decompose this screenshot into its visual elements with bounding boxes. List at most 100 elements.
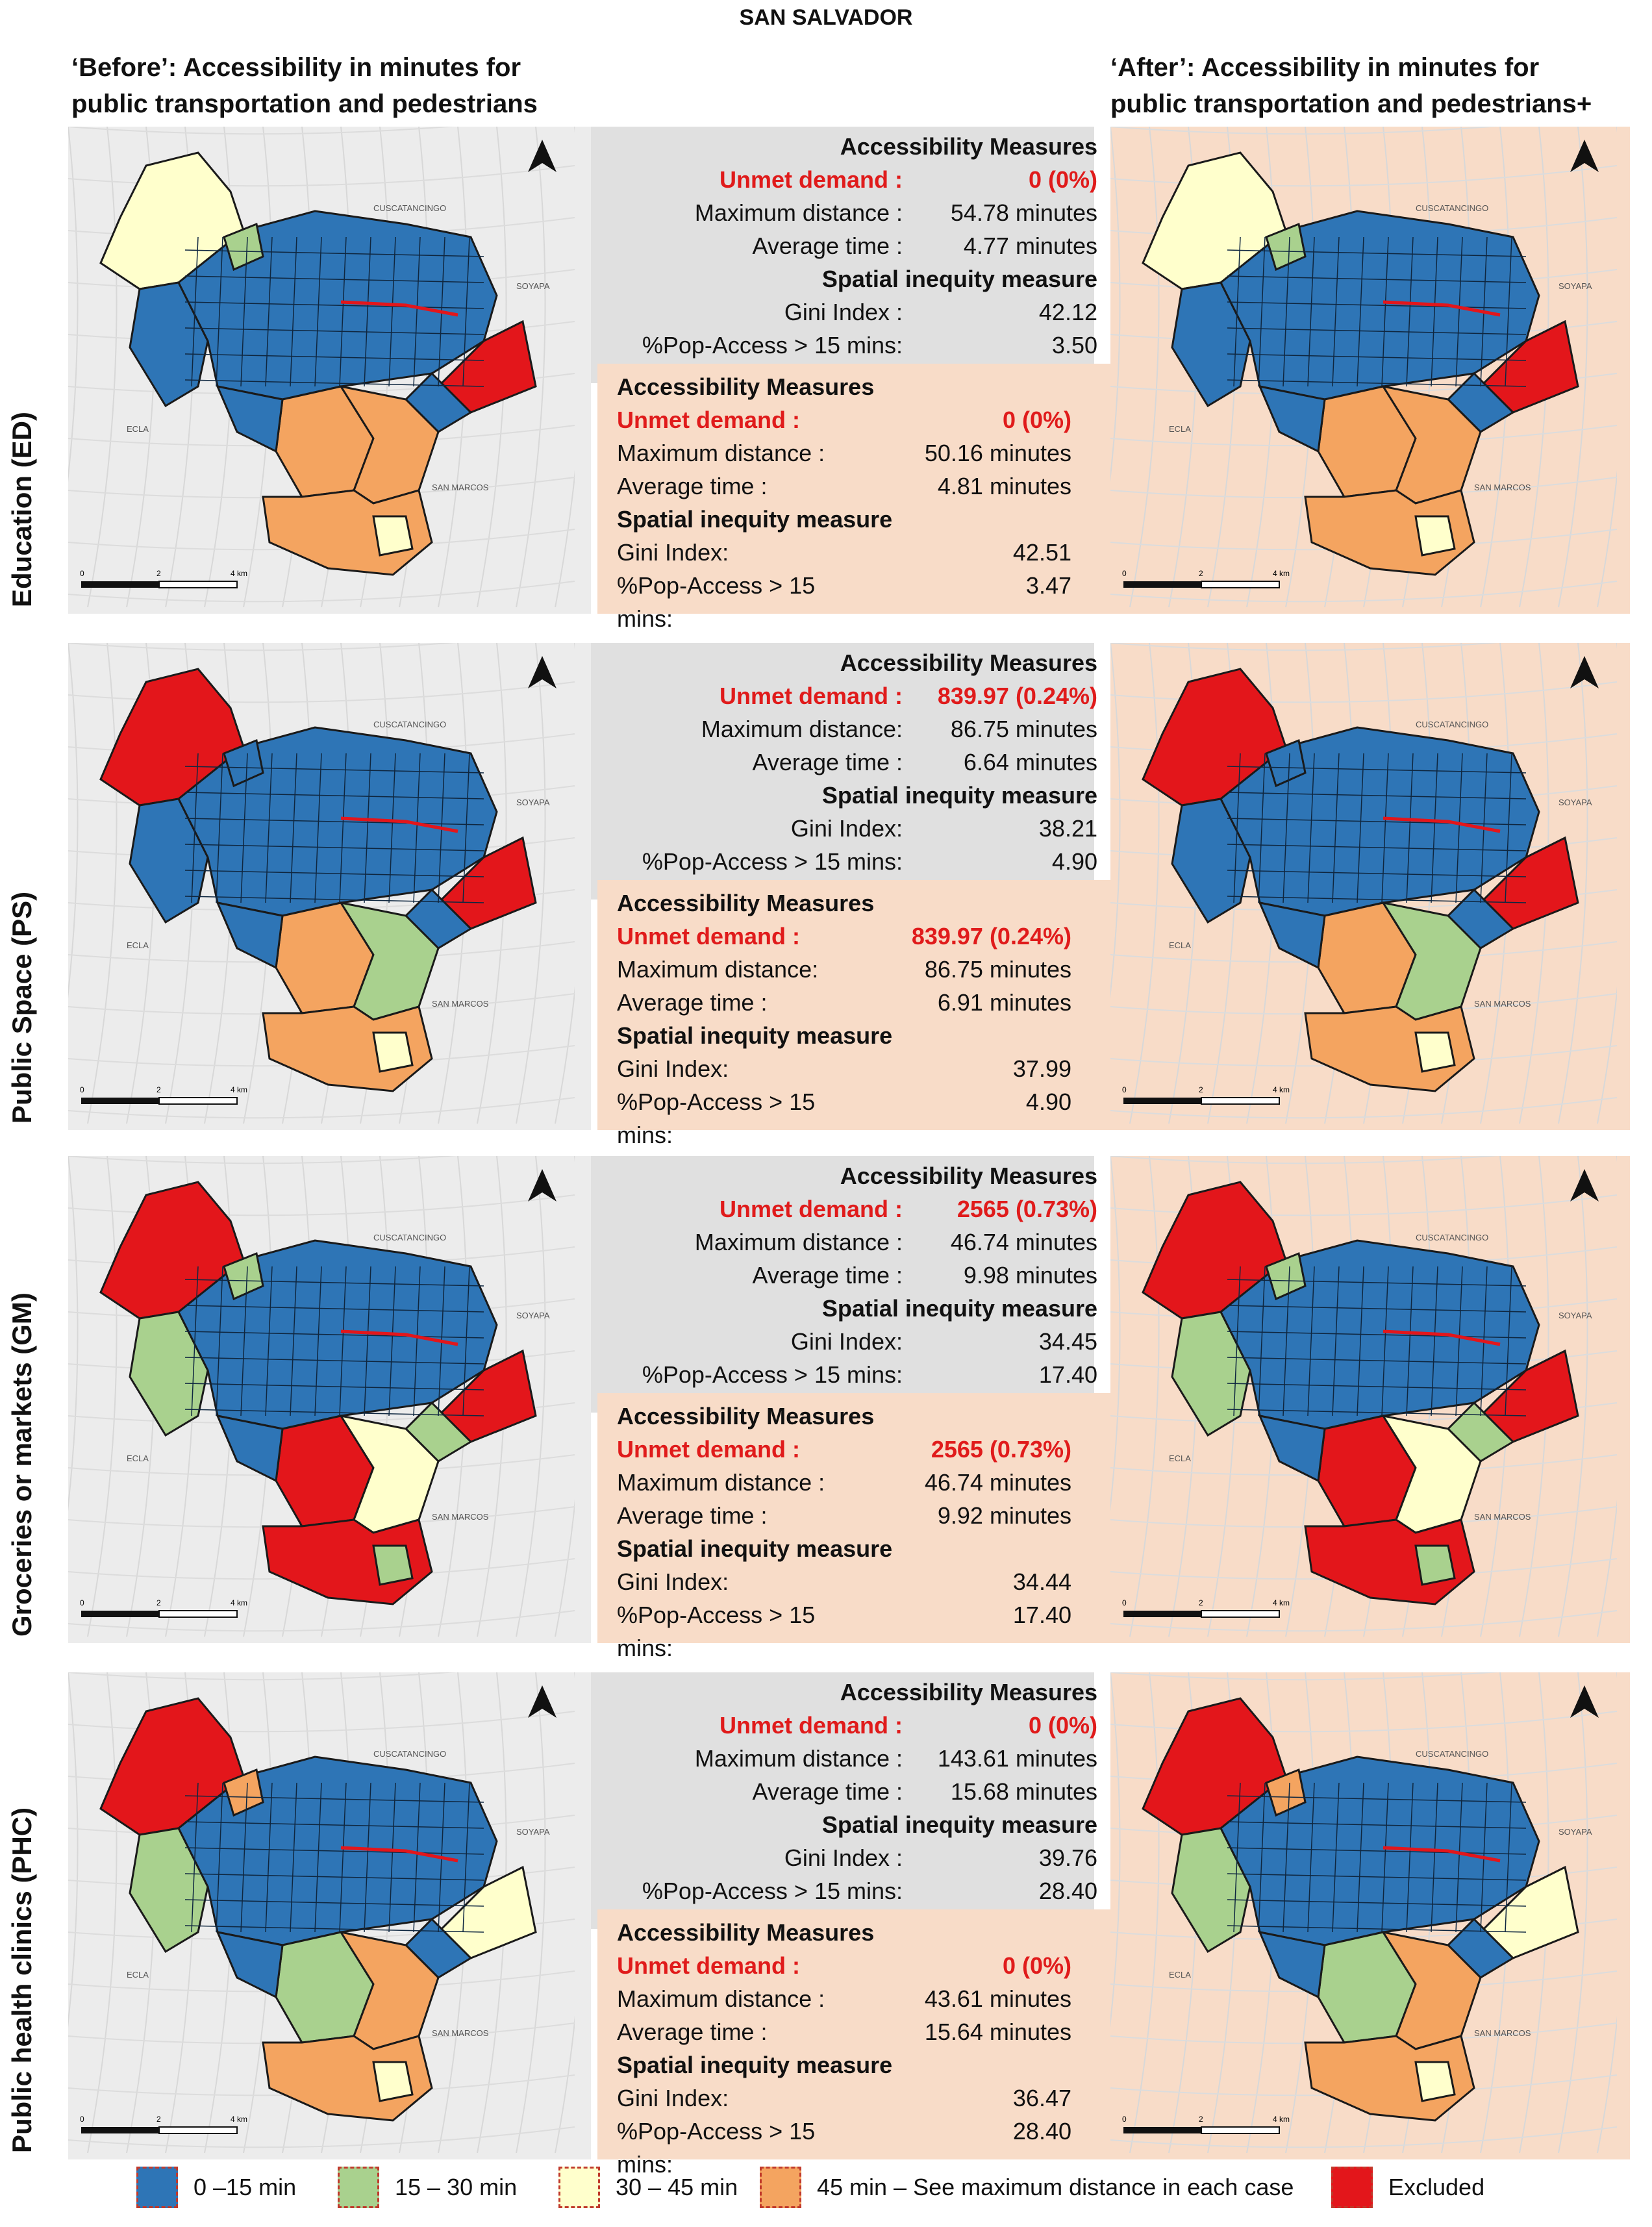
- place-label-cuscatancingo: CUSCATANCINGO: [1416, 1233, 1488, 1242]
- street-line: [1332, 1266, 1340, 1416]
- after-accessibility-measures: Accessibility Measures Unmet demand : 0 (0…: [617, 1916, 1071, 2181]
- place-label-san-marcos: SAN MARCOS: [1474, 483, 1531, 492]
- base-road: [1110, 643, 1121, 999]
- base-road: [1129, 1156, 1160, 1637]
- street-line: [1258, 1782, 1266, 1933]
- spatial-inequity-title: Spatial inequity measure: [821, 266, 1097, 292]
- base-road: [1558, 127, 1588, 607]
- base-road: [68, 2126, 575, 2148]
- street-line: [290, 753, 297, 903]
- unmet-demand-value: 0 (0%): [1002, 1952, 1071, 1979]
- street-line: [216, 753, 223, 903]
- base-road: [1558, 1672, 1588, 2153]
- scale-label-4km: 4 km: [231, 1085, 247, 1094]
- scale-label-4km: 4 km: [231, 2115, 247, 2124]
- scale-label-4km: 4 km: [1273, 1085, 1290, 1094]
- street-line: [339, 236, 347, 387]
- street-line: [1227, 275, 1527, 283]
- maximum-distance-label: Maximum distance :: [694, 1745, 903, 1772]
- street-line: [388, 1266, 396, 1416]
- average-time-label: Average time :: [752, 1778, 903, 1805]
- after-map-svg: CUSCATANCINGO SOYAPA SAN MARCOS ECLA 0 2 4 km: [1110, 1156, 1617, 1637]
- street-line: [339, 753, 347, 903]
- scale-bar-dark: [81, 2127, 159, 2133]
- unmet-demand-value: 0 (0%): [1028, 166, 1097, 193]
- base-road: [1110, 127, 1499, 135]
- gini-index-value: 39.76: [1038, 1844, 1097, 1871]
- average-time-value: 9.92 minutes: [937, 1502, 1071, 1529]
- street-line: [364, 236, 371, 387]
- place-label-cuscatancingo: CUSCATANCINGO: [373, 1749, 446, 1759]
- unmet-demand: Unmet demand : 2565 (0.73%): [604, 1192, 1097, 1226]
- region-southwest: [1258, 384, 1326, 453]
- legend: 0 –15 min 15 – 30 min 30 – 45 min 45 min – …: [0, 2163, 1652, 2221]
- street-line: [265, 1266, 273, 1416]
- row-label: Public Space (PS): [6, 891, 37, 1124]
- after-map-svg: CUSCATANCINGO SOYAPA SAN MARCOS ECLA 0 2 4 km: [1110, 1672, 1617, 2153]
- street-line: [462, 1782, 470, 1933]
- unmet-demand-label: Unmet demand :: [719, 1712, 903, 1739]
- street-line: [1233, 1782, 1241, 1933]
- average-time-value: 6.91 minutes: [937, 989, 1071, 1016]
- maximum-distance-label: Maximum distance :: [617, 1985, 825, 2012]
- street-line: [184, 301, 484, 309]
- region-north-patch: [223, 738, 264, 788]
- accessibility-title: Accessibility Measures: [617, 1919, 875, 1946]
- place-label-cuscatancingo: CUSCATANCINGO: [373, 203, 446, 213]
- scale-bar-light: [158, 2126, 238, 2134]
- street-line: [184, 1305, 484, 1313]
- base-road: [68, 1097, 575, 1119]
- gini-index-label: Gini Index:: [617, 1055, 729, 1082]
- street-line: [314, 1782, 322, 1933]
- street-line: [184, 1795, 484, 1803]
- pop-access-value: 4.90: [1025, 1088, 1071, 1115]
- street-line: [388, 753, 396, 903]
- pop-access-label: %Pop-Access > 15 mins:: [617, 1602, 816, 1661]
- pop-access-value: 17.40: [1038, 1361, 1097, 1388]
- street-line: [1307, 236, 1315, 387]
- pop-access-value: 28.40: [1012, 2118, 1071, 2145]
- spatial-inequity-title: Spatial inequity measure: [617, 2052, 893, 2078]
- pop-access-label: %Pop-Access > 15 mins:: [617, 572, 816, 632]
- place-label-soyapango: SOYAPA: [1558, 798, 1592, 807]
- street-line: [1258, 753, 1266, 903]
- street-line: [184, 327, 484, 335]
- average-time-value: 4.81 minutes: [937, 473, 1071, 499]
- scale-label-2: 2: [1199, 569, 1203, 578]
- street-line: [1227, 1383, 1527, 1390]
- pop-access-label: %Pop-Access > 15 mins:: [617, 1088, 816, 1148]
- scale-label-0: 0: [1122, 1085, 1127, 1094]
- scale-label-4km: 4 km: [231, 569, 247, 578]
- street-line: [184, 249, 484, 257]
- before-map: CUSCATANCINGO SOYAPA SAN MARCOS ECLA 0 2 4 km: [68, 127, 591, 614]
- street-line: [1227, 818, 1527, 825]
- street-line: [339, 1266, 347, 1416]
- street-line: [184, 1409, 484, 1416]
- average-time-value: 15.64 minutes: [924, 2019, 1071, 2045]
- unmet-demand-value: 2565 (0.73%): [957, 1196, 1097, 1222]
- base-road: [555, 1156, 575, 1637]
- after-map: CUSCATANCINGO SOYAPA SAN MARCOS ECLA 0 2 4 km: [1110, 1156, 1630, 1643]
- street-line: [1505, 1266, 1512, 1416]
- street-line: [1227, 1847, 1527, 1855]
- gini-index: Gini Index: 38.21: [604, 812, 1097, 845]
- gini-index-label: Gini Index:: [617, 2085, 729, 2111]
- legend-swatch: [760, 2167, 801, 2208]
- pop-access-label: %Pop-Access > 15 mins:: [617, 2118, 816, 2178]
- street-line: [1227, 870, 1527, 877]
- base-road: [1129, 127, 1160, 607]
- place-label-san-marcos: SAN MARCOS: [432, 999, 489, 1009]
- maximum-distance-label: Maximum distance :: [694, 1229, 903, 1255]
- after-map: CUSCATANCINGO SOYAPA SAN MARCOS ECLA 0 2 4 km: [1110, 127, 1630, 614]
- region-small-patch: [1414, 2061, 1456, 2102]
- street-line: [1357, 753, 1364, 903]
- street-line: [1406, 1782, 1414, 1933]
- region-north-patch: [223, 1768, 264, 1817]
- base-road: [87, 1156, 118, 1637]
- spatial-inequity-title: Spatial inequity measure: [821, 1811, 1097, 1838]
- base-road: [516, 643, 546, 1124]
- brt-corridor: [1383, 1329, 1501, 1346]
- accessibility-title: Accessibility Measures: [840, 1163, 1097, 1189]
- gini-index-label: Gini Index:: [617, 539, 729, 566]
- average-time-label: Average time :: [617, 989, 768, 1016]
